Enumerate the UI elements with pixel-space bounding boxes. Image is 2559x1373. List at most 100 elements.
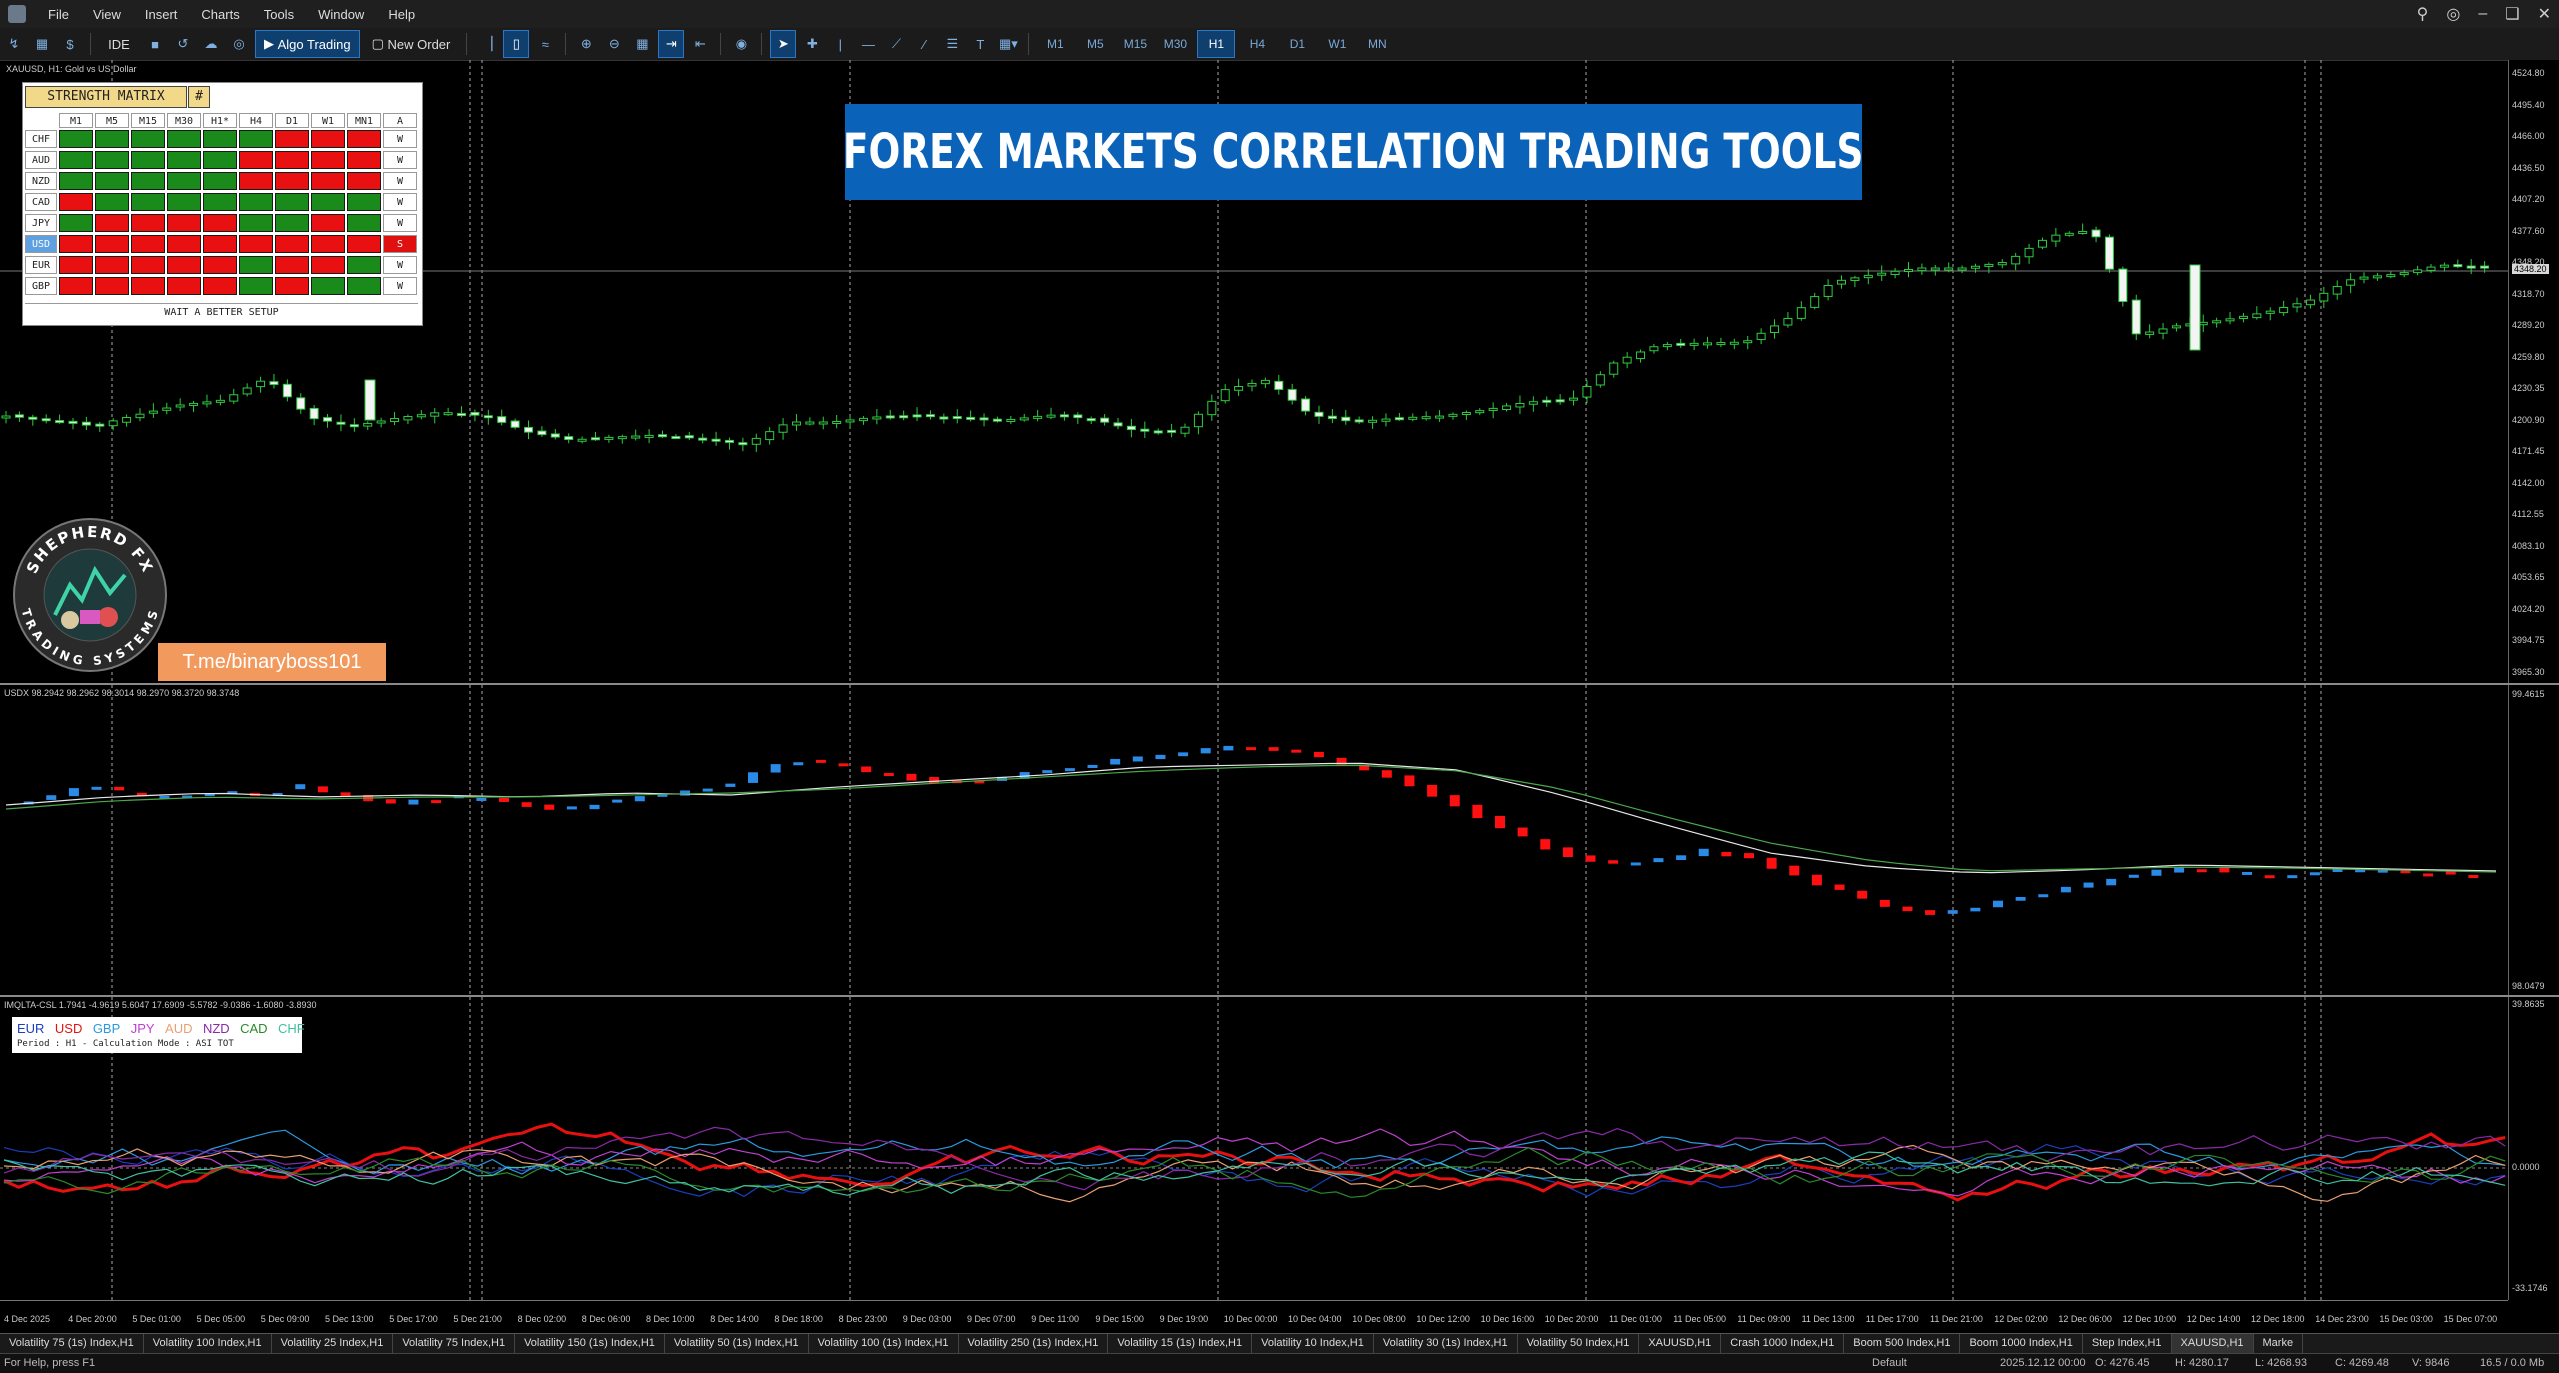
candle <box>1515 402 1525 408</box>
candle <box>1542 399 1552 403</box>
menu-help[interactable]: Help <box>388 6 416 22</box>
text-icon[interactable]: T <box>976 36 985 52</box>
xauusd-chart[interactable] <box>0 60 2508 683</box>
chart-tab[interactable]: Volatility 150 (1s) Index,H1 <box>515 1334 665 1354</box>
candle <box>2189 264 2201 351</box>
restore-button[interactable]: ❑ <box>2505 6 2520 23</box>
csl-axis[interactable]: 39.8635 0.0000 -33.1746 <box>2508 997 2559 1300</box>
timeframe-m15[interactable]: M15 <box>1123 37 1148 51</box>
status-profile[interactable]: Default <box>1872 1357 1907 1369</box>
lock-icon[interactable]: ■ <box>151 36 159 52</box>
chart-tab[interactable]: Volatility 25 Index,H1 <box>272 1334 394 1354</box>
menu-window[interactable]: Window <box>318 6 365 22</box>
ide-button[interactable]: IDE <box>108 36 130 52</box>
matrix-row-currency[interactable]: AUD <box>25 151 57 169</box>
candle <box>751 437 761 445</box>
search-icon[interactable]: ⚲ <box>2416 6 2429 23</box>
main-price-axis[interactable]: 4524.80 4495.40 4466.00 4436.50 4407.20 4377.… <box>2508 60 2559 683</box>
shapes-icon[interactable]: ▦▾ <box>998 36 1018 51</box>
tile-windows-icon[interactable]: ▦ <box>636 36 649 51</box>
csl-subwindow[interactable] <box>0 997 2508 1300</box>
candle <box>1703 342 1713 346</box>
pane-divider[interactable] <box>0 683 2559 685</box>
bar-chart-icon[interactable]: ▕ <box>482 36 493 51</box>
pane-divider[interactable] <box>0 995 2559 997</box>
matrix-row-currency[interactable]: NZD <box>25 172 57 190</box>
menu-insert[interactable]: Insert <box>144 6 178 22</box>
strength-matrix-title[interactable]: STRENGTH MATRIX <box>25 86 187 108</box>
chart-tab[interactable]: XAUUSD,H1 <box>1639 1334 1722 1354</box>
algo-trading-button[interactable]: ▶ Algo Trading <box>255 30 360 58</box>
usdx-subwindow[interactable] <box>0 685 2508 995</box>
timeframe-h1[interactable]: H1 <box>1197 30 1236 58</box>
cloud-icon[interactable]: ☁ <box>204 36 218 51</box>
zoom-out-icon[interactable]: ⊖ <box>608 36 620 51</box>
matrix-cell <box>95 214 129 232</box>
crosshair-icon[interactable]: ✚ <box>806 36 818 51</box>
chart-tab[interactable]: Volatility 100 Index,H1 <box>144 1334 272 1354</box>
profiles-icon[interactable]: ▦ <box>35 36 49 51</box>
matrix-row-currency[interactable]: JPY <box>25 214 57 232</box>
usdx-candle <box>2128 874 2139 878</box>
chart-tab[interactable]: Volatility 30 (1s) Index,H1 <box>1374 1334 1518 1354</box>
cursor-icon[interactable]: ➤ <box>770 30 797 58</box>
new-chart-icon[interactable]: ↯ <box>8 36 20 51</box>
autoscroll-icon[interactable]: ⇥ <box>658 30 685 58</box>
timeframe-h4[interactable]: H4 <box>1249 37 1266 51</box>
usdx-price-axis[interactable]: 99.4615 98.0479 <box>2508 685 2559 995</box>
status-volume: V: 9846 <box>2412 1357 2450 1369</box>
menu-file[interactable]: File <box>48 6 69 22</box>
menu-charts[interactable]: Charts <box>201 6 240 22</box>
chart-tab[interactable]: Volatility 50 (1s) Index,H1 <box>665 1334 809 1354</box>
chart-tab[interactable]: Boom 1000 Index,H1 <box>1960 1334 2083 1354</box>
chart-tab[interactable]: Volatility 100 (1s) Index,H1 <box>809 1334 959 1354</box>
fibonacci-icon[interactable]: ☰ <box>946 36 959 51</box>
chart-tab[interactable]: Volatility 50 Index,H1 <box>1518 1334 1640 1354</box>
matrix-row-currency[interactable]: CAD <box>25 193 57 211</box>
chart-tab[interactable]: Volatility 10 Index,H1 <box>1252 1334 1374 1354</box>
chart-tab[interactable]: Volatility 75 Index,H1 <box>393 1334 516 1354</box>
zoom-in-icon[interactable]: ⊕ <box>580 36 592 51</box>
screenshot-icon[interactable]: ◉ <box>735 36 748 51</box>
timeframe-m5[interactable]: M5 <box>1087 37 1104 51</box>
matrix-row-currency[interactable]: GBP <box>25 277 57 295</box>
chart-tab[interactable]: Marke <box>2254 1334 2304 1354</box>
history-icon[interactable]: ↺ <box>177 36 189 51</box>
menu-tools[interactable]: Tools <box>263 6 295 22</box>
chart-shift-icon[interactable]: ⇤ <box>694 36 706 51</box>
timeframe-d1[interactable]: D1 <box>1289 37 1306 51</box>
new-order-button[interactable]: ▢ New Order <box>364 31 459 57</box>
telegram-label[interactable]: T.me/binaryboss101 <box>158 643 386 681</box>
chart-tab[interactable]: XAUUSD,H1 <box>2171 1334 2254 1354</box>
candlestick-icon[interactable]: ▯ <box>503 30 530 58</box>
time-axis[interactable]: 4 Dec 2025 4 Dec 20:00 5 Dec 01:00 5 Dec 05… <box>0 1300 2508 1334</box>
chart-tab[interactable]: Crash 1000 Index,H1 <box>1721 1334 1845 1354</box>
app-icon[interactable] <box>8 5 26 23</box>
channel-icon[interactable]: ⁄ <box>923 36 926 52</box>
vertical-line-icon[interactable]: | <box>838 36 843 52</box>
close-icon[interactable]: ✕ <box>2537 6 2551 23</box>
timeframe-mn[interactable]: MN <box>1368 37 1387 51</box>
menu-view[interactable]: View <box>92 6 121 22</box>
chart-tab[interactable]: Volatility 75 (1s) Index,H1 <box>0 1334 144 1354</box>
chart-tab[interactable]: Step Index,H1 <box>2083 1334 2172 1354</box>
matrix-row-currency[interactable]: USD <box>25 235 57 253</box>
strength-matrix-hash-button[interactable]: # <box>188 86 210 108</box>
minimize-button[interactable]: – <box>2478 5 2488 22</box>
matrix-row-currency[interactable]: CHF <box>25 130 57 148</box>
trendline-icon[interactable]: ⟋ <box>891 36 901 51</box>
line-chart-icon[interactable]: ≈ <box>541 36 549 52</box>
timeframe-m30[interactable]: M30 <box>1163 37 1188 51</box>
chart-tab[interactable]: Boom 500 Index,H1 <box>1844 1334 1961 1354</box>
timeframe-w1[interactable]: W1 <box>1328 37 1347 51</box>
horizontal-line-icon[interactable]: — <box>861 36 875 52</box>
matrix-cell <box>239 256 273 274</box>
candle <box>1823 285 1833 297</box>
chart-tab[interactable]: Volatility 15 (1s) Index,H1 <box>1108 1334 1253 1354</box>
matrix-row-currency[interactable]: EUR <box>25 256 57 274</box>
timeframe-m1[interactable]: M1 <box>1047 37 1064 51</box>
chart-tab[interactable]: Volatility 250 (1s) Index,H1 <box>959 1334 1109 1354</box>
market-icon[interactable]: $ <box>66 36 74 52</box>
signals-icon[interactable]: ◎ <box>233 36 245 51</box>
community-icon[interactable]: ◎ <box>2446 6 2461 23</box>
